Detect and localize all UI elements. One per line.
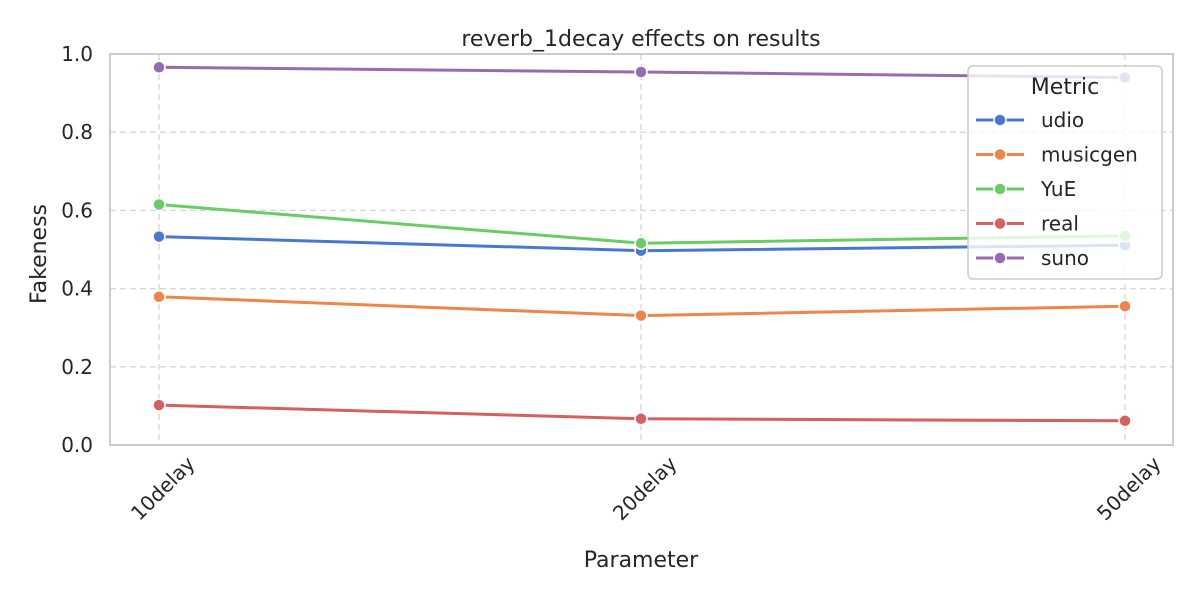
data-point — [1118, 414, 1132, 428]
x-tick-label: 20delay — [608, 451, 682, 525]
legend-label: YuE — [1040, 177, 1076, 201]
y-tick-label: 0.2 — [61, 355, 93, 379]
legend: Metric udio musicgen YuE real suno — [967, 65, 1163, 280]
data-point — [1118, 299, 1132, 313]
data-point — [634, 308, 648, 323]
y-tick-label: 0.6 — [61, 198, 93, 222]
legend-label: musicgen — [1041, 143, 1138, 167]
legend-marker-icon — [993, 182, 1007, 196]
legend-marker-icon — [993, 216, 1007, 231]
series-musicgen — [152, 290, 1132, 323]
legend-marker-icon — [993, 251, 1007, 265]
y-tick-label: 0.8 — [61, 120, 93, 144]
legend-item-musicgen: musicgen — [976, 143, 1138, 167]
y-tick-label: 0.0 — [61, 433, 93, 457]
y-tick-label: 1.0 — [61, 42, 93, 66]
legend-item-udio: udio — [976, 108, 1084, 132]
series-layer — [152, 60, 1132, 428]
data-point — [634, 65, 648, 79]
data-point — [152, 398, 166, 412]
series-YuE — [152, 197, 1132, 250]
legend-label: udio — [1041, 108, 1084, 132]
series-real — [152, 398, 1132, 428]
legend-item-YuE: YuE — [976, 177, 1076, 201]
x-axis-label: Parameter — [584, 548, 699, 573]
legend-label: real — [1041, 212, 1079, 236]
legend-title: Metric — [1031, 75, 1099, 100]
x-tick-label: 10delay — [126, 451, 200, 525]
x-tick-label: 50delay — [1092, 451, 1166, 525]
legend-label: suno — [1041, 246, 1089, 270]
legend-item-suno: suno — [976, 246, 1089, 270]
plot-frame — [109, 53, 1174, 446]
chart-title: reverb_1decay effects on results — [461, 27, 820, 52]
legend-marker-icon — [993, 113, 1007, 127]
legend-marker-icon — [993, 147, 1007, 162]
legend-item-real: real — [976, 212, 1079, 236]
data-point — [634, 236, 648, 250]
data-point — [152, 290, 166, 304]
data-point — [634, 412, 648, 426]
data-point — [152, 229, 166, 244]
y-axis-label: Fakeness — [27, 204, 52, 304]
y-tick-label: 0.4 — [61, 277, 93, 301]
data-point — [152, 197, 166, 212]
data-point — [152, 60, 166, 75]
